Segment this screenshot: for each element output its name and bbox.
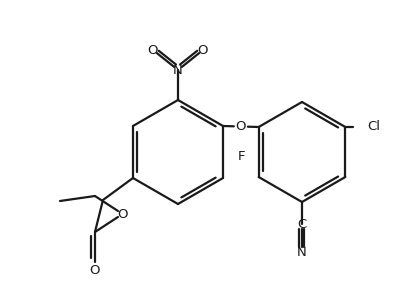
Text: O: O (118, 208, 128, 220)
Text: Cl: Cl (367, 121, 380, 133)
Text: O: O (198, 44, 208, 57)
Text: N: N (173, 64, 183, 77)
Text: O: O (236, 120, 246, 133)
Text: F: F (237, 151, 245, 164)
Text: O: O (148, 44, 158, 57)
Text: C: C (297, 218, 307, 231)
Text: N: N (297, 246, 307, 258)
Text: O: O (90, 264, 100, 276)
